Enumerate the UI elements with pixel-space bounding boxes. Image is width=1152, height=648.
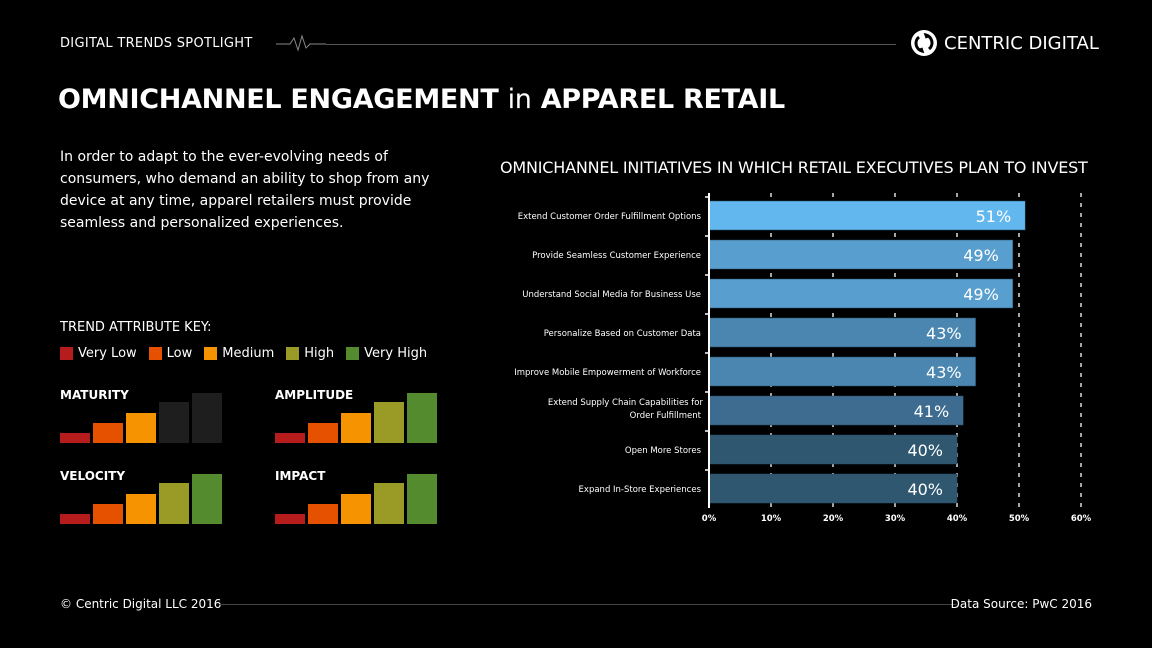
data-label: 40% — [907, 480, 943, 499]
category-label: Understand Social Media for Business Use — [522, 290, 701, 300]
attribute-level-bar — [159, 483, 189, 524]
legend-swatch — [60, 347, 73, 360]
attribute-label: IMPACT — [275, 469, 326, 483]
attribute-impact: IMPACT — [275, 469, 445, 524]
attribute-label: MATURITY — [60, 388, 129, 402]
data-label: 40% — [907, 441, 943, 460]
legend: Very Low Low Medium High Very High — [60, 346, 427, 361]
x-tick-label: 20% — [823, 514, 844, 524]
legend-label: Very Low — [78, 346, 137, 361]
brand-logo: CENTRIC DIGITAL — [910, 29, 1099, 57]
legend-label: High — [304, 346, 335, 361]
category-label: Open More Stores — [625, 446, 702, 456]
bar-chart: 0% 10% 20% 30% 40% 50% 60% 51% Extend Customer O… — [514, 193, 1092, 524]
title-part-1: OMNICHANNEL ENGAGEMENT — [58, 84, 499, 115]
attribute-level-bar — [308, 504, 338, 524]
data-label: 49% — [963, 285, 999, 304]
legend-item: High — [286, 346, 334, 361]
attribute-level-bar — [407, 393, 437, 443]
bar — [708, 239, 1014, 270]
footer-divider — [219, 604, 957, 605]
category-label: Personalize Based on Customer Data — [544, 329, 701, 339]
attribute-level-bar — [93, 504, 123, 524]
attribute-level-bar — [374, 402, 404, 443]
bar — [708, 317, 976, 348]
data-label: 43% — [926, 363, 962, 382]
x-tick-label: 10% — [761, 514, 782, 524]
attribute-level-bar — [60, 514, 90, 524]
page-title: OMNICHANNEL ENGAGEMENT in APPAREL RETAIL — [58, 84, 785, 115]
attribute-velocity: VELOCITY — [60, 469, 230, 524]
legend-swatch — [286, 347, 300, 360]
attribute-maturity: MATURITY — [60, 388, 230, 443]
data-label: 43% — [926, 324, 962, 343]
legend-label: Medium — [222, 346, 275, 361]
legend-swatch — [148, 347, 162, 360]
legend-label: Low — [166, 346, 193, 361]
bar — [708, 395, 964, 426]
intro-text: In order to adapt to the ever-evolving n… — [60, 149, 430, 231]
attribute-level-bar — [407, 474, 437, 524]
data-label: 41% — [914, 402, 950, 421]
legend-item: Low — [148, 346, 193, 361]
category-label: Expand In-Store Experiences — [579, 485, 702, 495]
bar — [708, 473, 958, 504]
attribute-level-bar — [275, 514, 305, 524]
bar — [708, 200, 1026, 231]
x-tick-label: 0% — [702, 514, 717, 524]
attribute-level-bar — [308, 423, 338, 443]
attribute-level-bar — [159, 402, 189, 443]
attribute-level-bar — [126, 413, 156, 443]
legend-swatch — [204, 347, 218, 360]
x-tick-label: 60% — [1071, 514, 1092, 524]
copyright: © Centric Digital LLC 2016 — [60, 597, 222, 611]
attribute-level-bar — [126, 494, 156, 524]
bar — [708, 278, 1014, 309]
attribute-level-bar — [341, 494, 371, 524]
category-label: Improve Mobile Empowerment of Workforce — [514, 368, 701, 378]
brand-name: CENTRIC DIGITAL — [944, 32, 1099, 54]
attribute-level-bar — [93, 423, 123, 443]
legend-label: Very High — [364, 346, 428, 361]
data-label: 49% — [963, 246, 999, 265]
legend-item: Medium — [204, 346, 274, 361]
x-tick-label: 50% — [1009, 514, 1030, 524]
attribute-level-bar — [192, 393, 222, 443]
category-label: Provide Seamless Customer Experience — [532, 251, 701, 261]
legend-swatch — [346, 347, 360, 360]
attribute-label: VELOCITY — [60, 469, 126, 483]
category-label: Extend Supply Chain Capabilities for Orde… — [548, 398, 704, 421]
data-label: 51% — [976, 207, 1012, 226]
x-tick-label: 30% — [885, 514, 906, 524]
attribute-level-bar — [275, 433, 305, 443]
attribute-level-bar — [341, 413, 371, 443]
attribute-level-bar — [60, 433, 90, 443]
attribute-level-bar — [374, 483, 404, 524]
x-tick-label: 40% — [947, 514, 968, 524]
legend-item: Very Low — [60, 346, 137, 361]
title-part-3: APPAREL RETAIL — [540, 84, 786, 115]
legend-item: Very High — [346, 346, 427, 361]
chart-title: OMNICHANNEL INITIATIVES IN WHICH RETAIL … — [500, 158, 1088, 177]
data-source: Data Source: PwC 2016 — [950, 597, 1092, 611]
header-title: DIGITAL TRENDS SPOTLIGHT — [60, 36, 253, 51]
attribute-level-bar — [192, 474, 222, 524]
key-title: TREND ATTRIBUTE KEY: — [60, 320, 212, 335]
header-divider — [326, 44, 896, 45]
category-label: Extend Customer Order Fulfillment Option… — [518, 212, 702, 222]
pulse-icon — [276, 34, 326, 52]
title-part-2: in — [507, 84, 532, 115]
attribute-amplitude: AMPLITUDE — [275, 388, 445, 443]
centric-logo-icon — [911, 30, 937, 56]
attribute-label: AMPLITUDE — [275, 388, 354, 402]
